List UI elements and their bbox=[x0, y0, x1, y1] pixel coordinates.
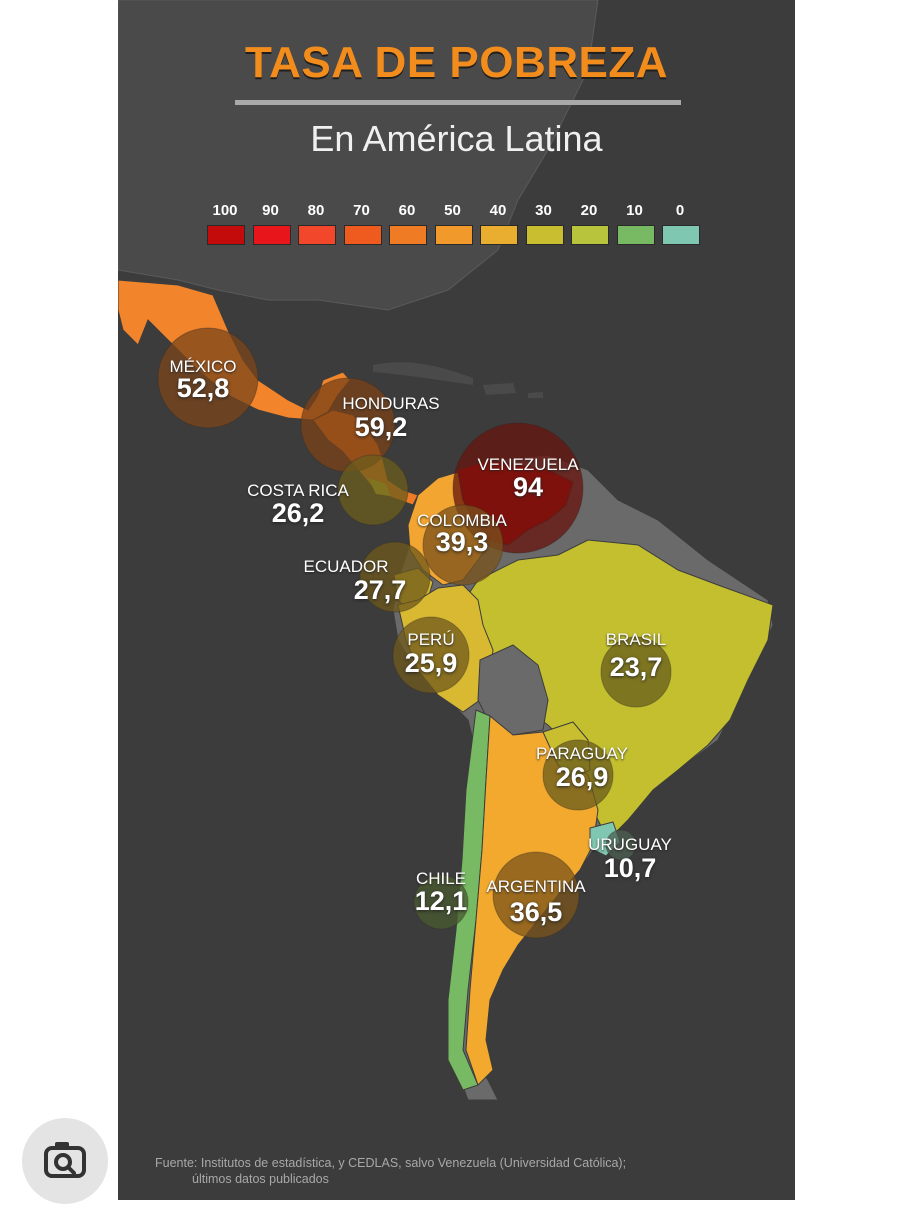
cuba-shape bbox=[373, 362, 473, 385]
marker-circle bbox=[359, 541, 431, 613]
country-name-label: BRASIL bbox=[605, 630, 667, 649]
country-value-label: 26,2 bbox=[271, 498, 325, 528]
country-name-label: HONDURAS bbox=[342, 394, 440, 413]
country-name-label: CHILE bbox=[415, 869, 467, 888]
source-line-1: Fuente: Institutos de estadística, y CED… bbox=[155, 1156, 627, 1170]
marker-shade bbox=[606, 830, 636, 860]
marker-shade bbox=[158, 328, 258, 428]
country-value-label: 12,1 bbox=[414, 886, 468, 916]
legend-swatch bbox=[389, 225, 427, 245]
marker-shade bbox=[423, 505, 503, 585]
country-value-label: 52,8 bbox=[176, 373, 230, 403]
country-name-label: ECUADOR bbox=[303, 557, 389, 576]
marker-shade bbox=[543, 740, 613, 810]
hispaniola-shape bbox=[483, 383, 516, 395]
country-value-label: 25,9 bbox=[404, 648, 458, 678]
marker-circle bbox=[413, 874, 469, 930]
country-value-label: 27,7 bbox=[353, 575, 407, 605]
marker-circles bbox=[157, 327, 672, 939]
legend-swatch bbox=[343, 225, 382, 245]
map-title: TASA DE POBREZA bbox=[244, 38, 669, 87]
marker-circle bbox=[337, 454, 409, 526]
country-value-label: 59,2 bbox=[354, 412, 408, 442]
country-name-label: COSTA RICA bbox=[247, 481, 349, 500]
country-value-label: 39,3 bbox=[435, 527, 489, 557]
marker-circle bbox=[605, 829, 637, 861]
marker-circle bbox=[600, 636, 672, 708]
legend-swatch bbox=[298, 225, 336, 245]
marker-shade bbox=[301, 378, 395, 472]
marker-circle bbox=[392, 616, 470, 694]
marker-shade bbox=[393, 617, 469, 693]
legend-swatch bbox=[480, 225, 518, 245]
country-value-label: 94 bbox=[512, 472, 544, 502]
marker-shade bbox=[360, 542, 430, 612]
marker-circle bbox=[422, 504, 504, 586]
legend-label: 60 bbox=[398, 202, 416, 219]
legend-swatch bbox=[252, 225, 291, 245]
country-value-label: 36,5 bbox=[509, 897, 563, 927]
legend-label: 30 bbox=[535, 202, 552, 219]
legend-label: 100 bbox=[212, 202, 238, 219]
source-line-2: últimos datos publicados bbox=[192, 1172, 329, 1186]
bolivia-shape bbox=[477, 644, 549, 736]
legend-label: 0 bbox=[675, 202, 685, 219]
marker-circle bbox=[492, 851, 580, 939]
country-name-label: MÉXICO bbox=[169, 357, 237, 376]
country-name-label: PERÚ bbox=[407, 630, 455, 649]
lens-search-button[interactable] bbox=[22, 1118, 108, 1204]
marker-shade bbox=[414, 875, 468, 929]
country-value-label: 26,9 bbox=[555, 762, 609, 792]
marker-circle bbox=[157, 327, 259, 429]
country-name-label: PARAGUAY bbox=[536, 744, 628, 763]
legend-label: 90 bbox=[262, 202, 279, 219]
legend-label: 40 bbox=[489, 202, 507, 219]
title-divider bbox=[235, 100, 681, 105]
marker-circle bbox=[542, 739, 614, 811]
map-subtitle: En América Latina bbox=[310, 118, 603, 159]
legend-label: 50 bbox=[444, 202, 461, 219]
legend-label: 10 bbox=[626, 202, 643, 219]
marker-shade bbox=[493, 852, 579, 938]
infographic-panel: TASA DE POBREZA En América Latina 100 90 8… bbox=[118, 0, 795, 1200]
legend-swatch bbox=[662, 225, 700, 245]
country-name-label: ARGENTINA bbox=[486, 877, 586, 896]
country-name-label: VENEZUELA bbox=[477, 455, 579, 474]
source-note: Fuente: Institutos de estadística, y CED… bbox=[155, 1155, 715, 1187]
country-value-label: 10,7 bbox=[603, 853, 657, 883]
country-name-label: COLOMBIA bbox=[417, 511, 507, 530]
camera-search-icon bbox=[44, 1142, 86, 1178]
legend-swatch bbox=[571, 225, 609, 245]
marker-shade bbox=[338, 455, 408, 525]
legend-label: 80 bbox=[307, 202, 325, 219]
legend-label: 70 bbox=[353, 202, 370, 219]
legend-swatch bbox=[616, 225, 655, 245]
marker-shade bbox=[601, 637, 671, 707]
legend-swatch bbox=[434, 225, 473, 245]
country-value-label: 23,7 bbox=[609, 652, 663, 682]
country-name-label: URUGUAY bbox=[588, 835, 672, 854]
legend-swatch bbox=[207, 225, 245, 245]
legend-label: 20 bbox=[580, 202, 598, 219]
legend-swatch bbox=[525, 225, 564, 245]
puerto-rico-shape bbox=[528, 392, 543, 398]
